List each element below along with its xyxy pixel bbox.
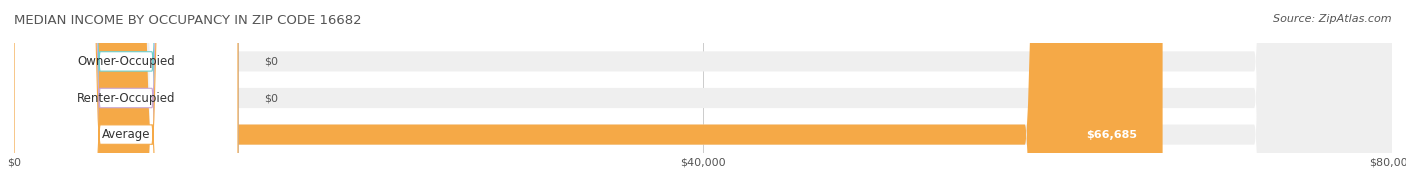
Text: Renter-Occupied: Renter-Occupied [77,92,176,104]
FancyBboxPatch shape [14,0,238,196]
FancyBboxPatch shape [14,0,1392,196]
Text: Owner-Occupied: Owner-Occupied [77,55,174,68]
FancyBboxPatch shape [14,0,1163,196]
Text: MEDIAN INCOME BY OCCUPANCY IN ZIP CODE 16682: MEDIAN INCOME BY OCCUPANCY IN ZIP CODE 1… [14,14,361,27]
FancyBboxPatch shape [14,0,1392,196]
FancyBboxPatch shape [14,0,238,196]
Text: Source: ZipAtlas.com: Source: ZipAtlas.com [1274,14,1392,24]
Text: $66,685: $66,685 [1085,130,1137,140]
FancyBboxPatch shape [14,0,238,196]
Text: Average: Average [101,128,150,141]
Text: $0: $0 [264,93,278,103]
Text: $0: $0 [264,56,278,66]
FancyBboxPatch shape [14,0,1392,196]
